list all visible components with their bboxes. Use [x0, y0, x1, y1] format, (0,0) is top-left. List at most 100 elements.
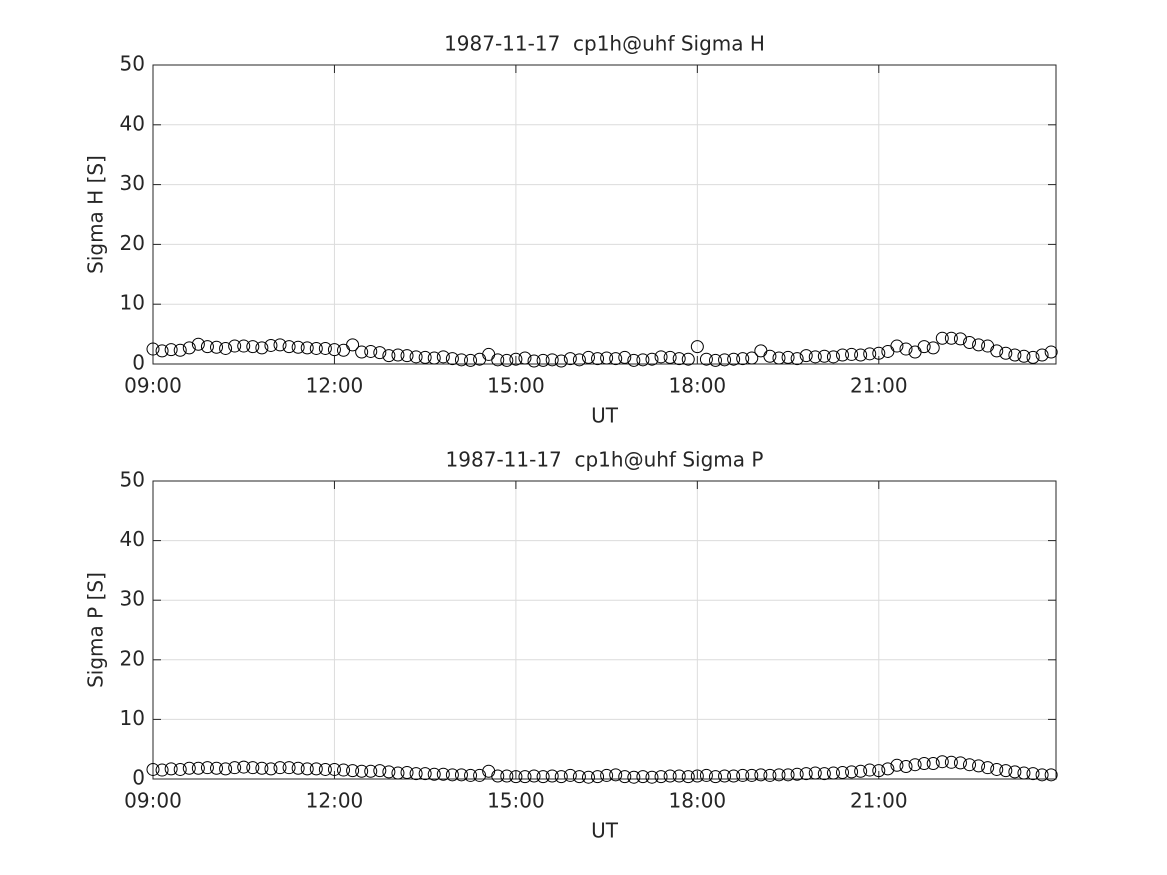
marker: [418, 767, 432, 781]
y-tick-label: 20: [120, 646, 145, 670]
marker: [845, 347, 859, 361]
marker: [391, 348, 405, 362]
marker: [418, 350, 432, 364]
marker: [754, 768, 768, 782]
marker: [346, 764, 360, 778]
marker: [926, 757, 940, 771]
marker: [699, 352, 713, 366]
marker: [963, 758, 977, 772]
marker: [708, 353, 722, 367]
marker: [636, 353, 650, 367]
marker: [400, 765, 414, 779]
marker: [835, 765, 849, 779]
marker: [817, 767, 831, 781]
marker: [282, 340, 296, 354]
marker: [609, 768, 623, 782]
marker: [309, 341, 323, 355]
marker: [346, 338, 360, 352]
marker: [210, 340, 224, 354]
y-tick-label: 40: [120, 111, 145, 135]
marker: [500, 769, 514, 783]
marker: [863, 763, 877, 777]
marker: [799, 767, 813, 781]
marker: [237, 760, 251, 774]
marker: [500, 353, 514, 367]
marker: [237, 339, 251, 353]
marker: [708, 770, 722, 784]
marker: [318, 341, 332, 355]
y-tick-label: 50: [120, 468, 145, 492]
y-tick-label: 10: [120, 706, 145, 730]
marker: [990, 344, 1004, 358]
marker: [935, 755, 949, 769]
marker: [146, 342, 160, 356]
x-tick-label: 12:00: [306, 789, 364, 813]
marker: [854, 348, 868, 362]
marker: [563, 352, 577, 366]
y-tick-label: 30: [120, 171, 145, 195]
marker: [191, 761, 205, 775]
marker: [890, 758, 904, 772]
marker: [736, 352, 750, 366]
marker: [944, 755, 958, 769]
marker: [273, 761, 287, 775]
marker: [745, 351, 759, 365]
x-tick-label: 15:00: [487, 789, 545, 813]
marker: [990, 762, 1004, 776]
marker: [509, 770, 523, 784]
marker: [454, 353, 468, 367]
marker: [763, 768, 777, 782]
marker: [826, 766, 840, 780]
marker: [627, 770, 641, 784]
chart-title: 1987-11-17 cp1h@uhf Sigma P: [446, 448, 764, 472]
marker: [337, 763, 351, 777]
marker: [445, 768, 459, 782]
marker: [255, 761, 269, 775]
marker: [219, 341, 233, 355]
marker: [445, 352, 459, 366]
marker: [563, 768, 577, 782]
marker: [1026, 350, 1040, 364]
marker: [527, 769, 541, 783]
marker: [817, 349, 831, 363]
chart-title: 1987-11-17 cp1h@uhf Sigma H: [444, 32, 765, 56]
marker: [881, 762, 895, 776]
marker: [219, 762, 233, 776]
marker: [309, 762, 323, 776]
marker: [781, 768, 795, 782]
marker: [1044, 345, 1058, 359]
marker: [436, 767, 450, 781]
marker: [663, 350, 677, 364]
marker: [464, 768, 478, 782]
marker: [890, 339, 904, 353]
marker: [282, 761, 296, 775]
marker: [999, 764, 1013, 778]
marker: [246, 761, 260, 775]
marker: [908, 758, 922, 772]
marker: [200, 761, 214, 775]
marker: [645, 770, 659, 784]
marker: [835, 348, 849, 362]
marker: [327, 343, 341, 357]
marker: [300, 762, 314, 776]
marker: [527, 354, 541, 368]
y-tick-label: 50: [120, 52, 145, 76]
marker: [953, 756, 967, 770]
marker: [164, 762, 178, 776]
marker: [808, 350, 822, 364]
marker: [400, 349, 414, 363]
marker: [164, 343, 178, 357]
marker: [382, 349, 396, 363]
marker: [781, 350, 795, 364]
x-tick-label: 12:00: [306, 374, 364, 398]
marker: [790, 767, 804, 781]
marker: [291, 340, 305, 354]
marker: [554, 770, 568, 784]
y-tick-label: 10: [120, 291, 145, 315]
marker: [681, 352, 695, 366]
y-axis-label: Sigma P [S]: [84, 572, 108, 688]
x-axis-label: UT: [591, 819, 619, 843]
marker: [609, 352, 623, 366]
marker: [373, 346, 387, 360]
marker: [518, 351, 532, 365]
